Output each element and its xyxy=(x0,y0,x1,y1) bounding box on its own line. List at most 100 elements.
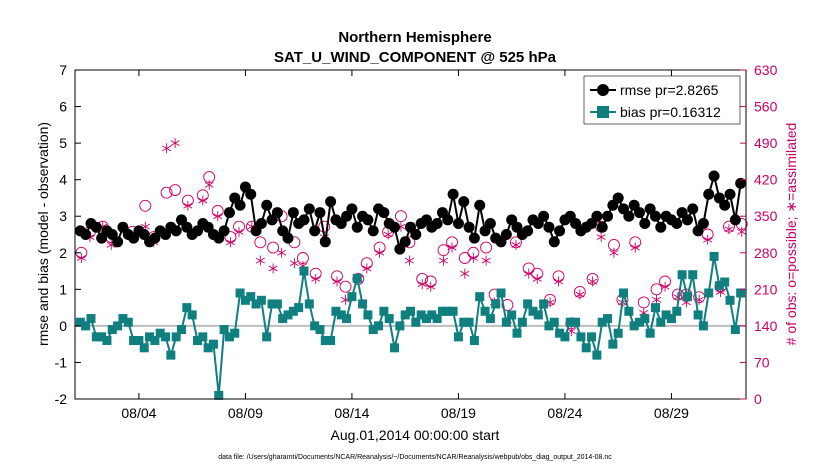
bias-point xyxy=(517,317,527,327)
bias-point xyxy=(555,328,565,338)
bias-point xyxy=(491,299,501,309)
bias-point xyxy=(299,266,309,276)
bias-point xyxy=(645,328,655,338)
x-tick-label: 08/04 xyxy=(121,405,156,421)
bias-point xyxy=(161,332,171,342)
bias-point xyxy=(246,292,256,302)
obs-assimilated-point xyxy=(575,289,585,300)
obs-assimilated-point xyxy=(277,247,287,258)
bias-point xyxy=(113,321,123,331)
x-tick-label: 08/09 xyxy=(228,405,263,421)
obs-assimilated-point xyxy=(481,255,491,266)
bias-point xyxy=(507,310,517,320)
bias-point xyxy=(75,317,85,327)
obs-assimilated-point xyxy=(255,255,265,266)
rmse-point xyxy=(80,229,92,240)
bias-point xyxy=(406,306,415,316)
rmse-point xyxy=(367,225,379,237)
bias-point xyxy=(139,343,149,353)
bias-point xyxy=(634,317,644,327)
bias-point xyxy=(480,306,490,316)
y-axis-label: rmse and bias (model - observation) xyxy=(35,122,51,346)
obs-assimilated-point xyxy=(703,234,713,245)
obs-assimilated-point xyxy=(724,224,734,235)
bias-point xyxy=(528,306,538,316)
legend-bias-label: bias pr=0.16312 xyxy=(620,104,721,120)
bias-point xyxy=(608,339,618,349)
bias-point xyxy=(81,321,91,331)
rmse-point xyxy=(687,203,699,215)
bias-point xyxy=(336,310,346,320)
bias-point xyxy=(230,328,240,338)
obs-assimilated-point xyxy=(234,226,244,237)
obs-assimilated-point xyxy=(609,247,619,258)
obs-assimilated-point xyxy=(588,276,598,287)
bias-point xyxy=(714,281,724,291)
bias-point xyxy=(347,292,357,302)
obs-assimilated-point xyxy=(362,263,372,274)
bias-point xyxy=(597,317,607,327)
bias-point xyxy=(437,306,447,316)
obs-assimilated-point xyxy=(417,279,427,290)
y2-axis-label: # of obs: o=possible; ∗=assimilated xyxy=(783,123,799,346)
rmse-point xyxy=(303,203,315,215)
y-tick-label: 7 xyxy=(59,62,67,78)
bias-point xyxy=(640,314,650,324)
bias-point xyxy=(262,332,272,342)
rmse-point xyxy=(474,199,486,211)
bias-point xyxy=(240,295,250,305)
x-tick-label: 08/14 xyxy=(334,405,369,421)
obs-assimilated-point xyxy=(553,276,564,287)
bias-point xyxy=(272,299,282,309)
rmse-point xyxy=(287,207,299,219)
bias-point xyxy=(453,332,463,342)
obs-assimilated-point xyxy=(162,143,172,154)
bias-point xyxy=(102,336,112,346)
bias-point xyxy=(208,339,218,349)
bias-point xyxy=(390,343,400,353)
chart-subtitle: SAT_U_WIND_COMPONENT @ 525 hPa xyxy=(274,49,557,66)
bias-point xyxy=(294,303,304,313)
y-tick-label: 5 xyxy=(59,135,67,151)
y2-tick-label: 420 xyxy=(754,172,778,188)
bias-point xyxy=(571,317,581,327)
obs-assimilated-point xyxy=(511,239,521,250)
rmse-point xyxy=(639,218,651,230)
y-tick-label: 6 xyxy=(59,99,67,115)
bias-point xyxy=(704,288,714,298)
rmse-point xyxy=(378,207,390,219)
obs-assimilated-point xyxy=(198,195,208,206)
rmse-point xyxy=(735,177,747,189)
bias-point xyxy=(496,288,506,298)
obs-assimilated-point xyxy=(460,268,470,279)
rmse-point xyxy=(548,236,560,248)
rmse-point xyxy=(623,210,635,222)
rmse-point xyxy=(458,196,470,208)
bias-point xyxy=(145,332,155,342)
rmse-point xyxy=(223,207,235,219)
bias-point xyxy=(730,325,740,335)
obs-assimilated-point xyxy=(596,232,606,243)
bias-point xyxy=(358,299,368,309)
rmse-point xyxy=(484,218,496,230)
x-tick-label: 08/29 xyxy=(654,405,689,421)
rmse-point xyxy=(431,218,443,230)
rmse-point xyxy=(703,188,715,200)
obs-possible-point xyxy=(480,241,493,254)
y2-tick-label: 70 xyxy=(754,354,770,370)
obs-assimilated-point xyxy=(524,268,534,279)
bias-point xyxy=(613,328,623,338)
legend-rmse-label: rmse pr=2.8265 xyxy=(620,82,719,98)
rmse-point xyxy=(612,192,624,204)
rmse-point xyxy=(719,199,731,211)
bias-point xyxy=(464,317,474,327)
rmse-point xyxy=(596,221,608,233)
rmse-point xyxy=(362,214,374,226)
obs-assimilated-point xyxy=(332,276,342,287)
rmse-point xyxy=(649,210,661,222)
bias-point xyxy=(533,310,543,320)
bias-point xyxy=(603,314,613,324)
data-file-footnote: data file: /Users/gharamti/Documents/NCA… xyxy=(218,454,612,461)
bias-point xyxy=(224,332,234,342)
